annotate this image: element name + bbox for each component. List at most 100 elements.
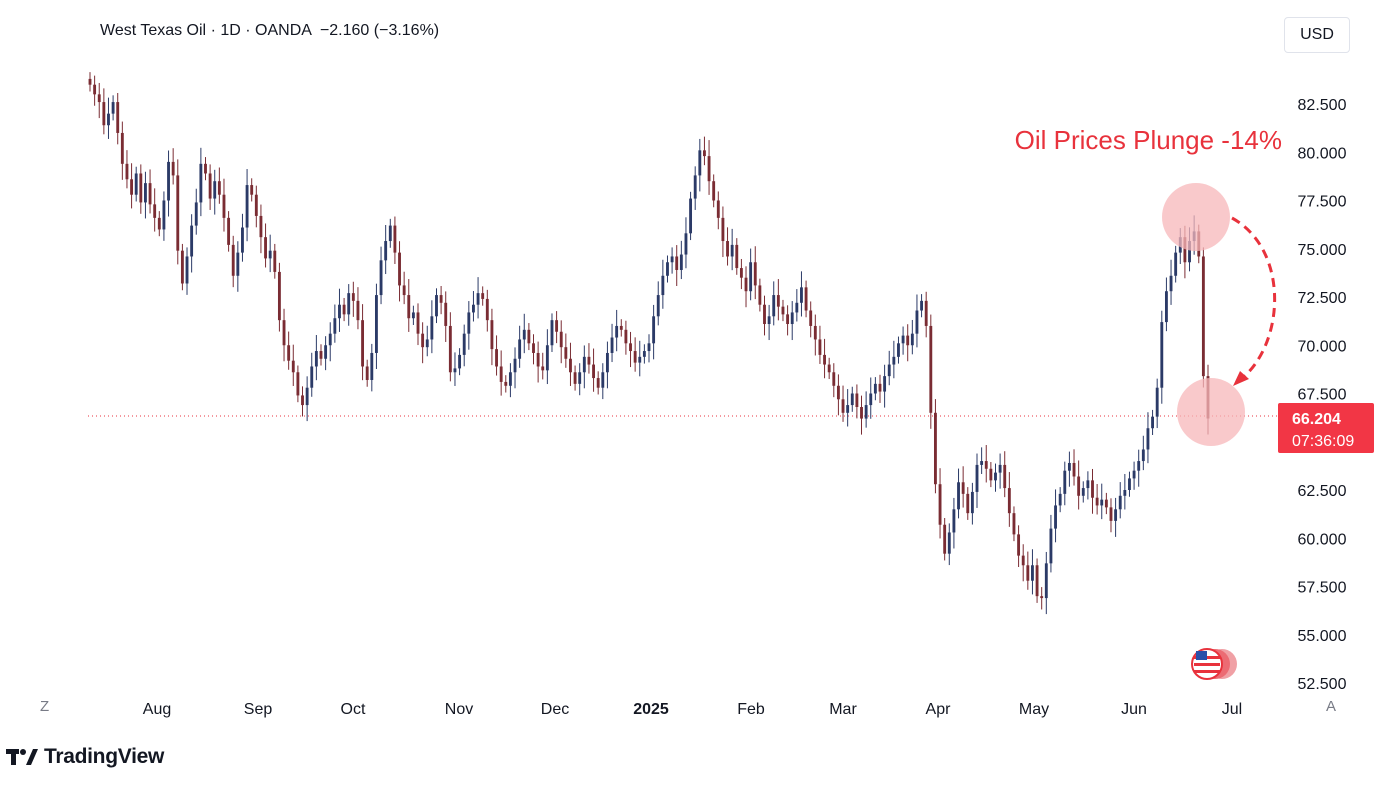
candle-body [850,393,854,406]
candle-body [827,364,831,373]
candle-body [892,356,896,365]
tradingview-logo[interactable]: TradingView [6,745,164,769]
candle-body [550,320,554,346]
candle-body [929,325,933,413]
candle-body [116,102,120,133]
candle-body [1128,478,1131,490]
candle-body [1118,495,1122,510]
candle-body [652,316,656,344]
candle-body [975,464,979,492]
auto-scale-left-button[interactable]: Z [40,698,50,715]
candle-body [730,244,734,257]
price-tick-label: 77.500 [1298,194,1347,211]
candle-body [832,372,836,386]
candle-body [1049,528,1053,564]
candle-body [698,150,702,176]
candle-body [679,254,683,270]
candle-body [758,285,762,305]
candle-body [467,312,471,334]
candle-body [370,352,374,380]
decline-arrow [1231,216,1277,382]
candle-body [324,345,328,359]
candle-body [980,461,984,465]
candle-body [716,200,720,218]
candle-body [638,356,642,363]
candle-body [1086,480,1090,489]
candle-body [314,351,318,367]
time-tick-label: Nov [445,701,473,718]
us-flag-icon[interactable] [1191,648,1237,680]
candle-body [1081,488,1085,496]
symbol-interval: 1D [220,22,241,39]
candle-body [952,509,956,533]
price-tick-label: 80.000 [1298,145,1347,162]
price-tick-label: 82.500 [1298,97,1347,114]
price-tick-label: 70.000 [1298,338,1347,355]
candle-body [301,395,304,406]
candle-body [1160,322,1164,388]
time-tick-label: Oct [341,701,366,718]
candle-body [144,183,147,203]
candle-body [1017,534,1021,556]
candle-body [273,250,277,272]
candle-body [134,173,138,195]
candle-body [887,364,891,377]
price-badge [1278,403,1374,453]
candle-body [153,204,157,218]
candle-body [167,161,170,201]
price-tick-label: 55.000 [1298,628,1347,645]
candle-body [1003,464,1007,489]
candle-body [287,345,291,361]
time-tick-label: Jul [1222,701,1242,718]
candle-body [508,372,512,386]
candle-body [231,244,235,276]
candle-body [259,215,263,238]
candle-body [624,329,628,344]
highlight-circle-drop [1177,378,1245,446]
price-axis[interactable]: 82.500 80.000 77.500 75.000 72.500 70.000 67.5… [1298,97,1347,693]
candle-body [786,314,790,325]
price-tick-label: 72.500 [1298,290,1347,307]
candle-body [1123,490,1127,496]
candle-body [735,244,739,269]
auto-scale-right-button[interactable]: A [1326,698,1337,715]
candle-body [943,524,947,554]
annotation-title: Oil Prices Plunge -14% [1015,125,1282,155]
candle-body [236,252,240,276]
candle-body [425,339,429,348]
candle-body [338,304,341,319]
symbol-source: OANDA [255,22,312,39]
candle-body [190,225,194,257]
candle-body [883,376,887,392]
candle-body [462,333,466,355]
candle-body [1169,275,1173,292]
time-tick-label: 2025 [633,701,669,718]
candle-body [1058,493,1062,506]
candle-body [763,304,766,325]
candle-body [1151,416,1154,429]
candle-body [222,194,226,218]
time-axis[interactable]: Aug Sep Oct Nov Dec 2025 Feb Mar Apr May Jun Jul [143,701,1242,718]
candle-body [476,293,480,305]
candle-body [277,271,281,321]
time-tick-label: Dec [541,701,569,718]
candle-body [1114,509,1118,521]
candle-body [333,318,337,334]
candle-body [268,250,272,259]
candle-body [111,102,115,114]
candles-group [88,72,1210,615]
candle-body [125,163,129,180]
time-tick-label: Jun [1121,701,1147,718]
candle-body [518,339,522,359]
candle-body [416,312,420,334]
candle-body [841,399,845,413]
tradingview-logo-text: TradingView [44,745,165,768]
candle-body [199,163,203,203]
candle-body [647,343,651,352]
candle-body [227,217,231,245]
price-change: −2.160 (−3.16%) [319,22,440,39]
candle-body [217,181,221,195]
candle-body [707,156,711,182]
currency-button[interactable]: USD [1284,17,1350,53]
